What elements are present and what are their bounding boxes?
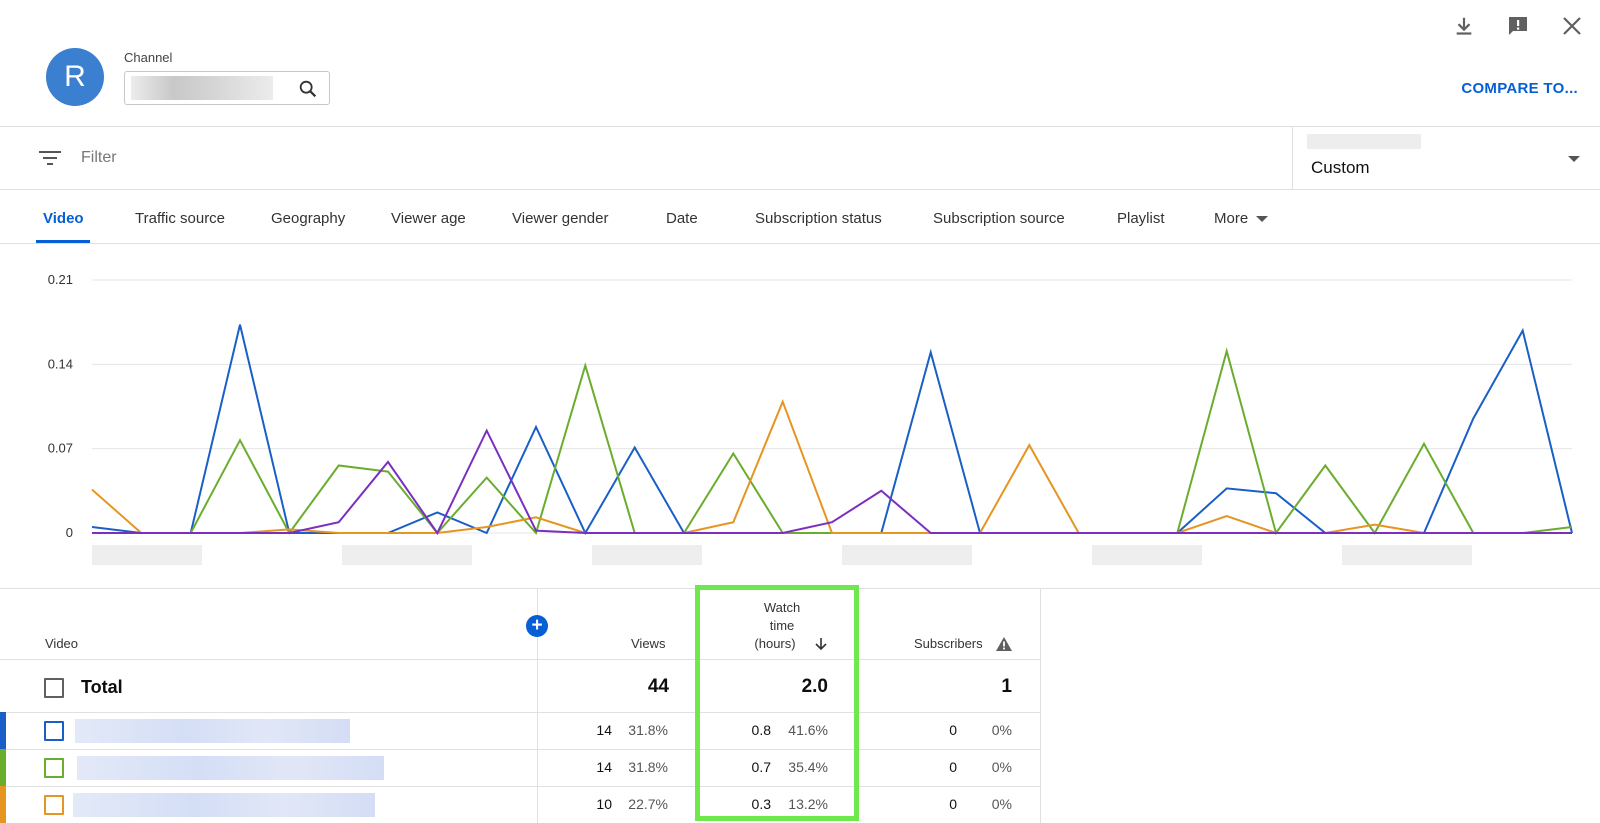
- series-color-bar: [0, 712, 6, 749]
- video-title-redacted[interactable]: [73, 793, 375, 817]
- channel-name-redacted: [131, 76, 273, 100]
- filter-bar: Filter Custom: [0, 126, 1600, 190]
- subscribers-percent: 0%: [991, 759, 1012, 775]
- watch-time-header-line: (hours): [754, 636, 796, 651]
- chart-grid: [92, 279, 1572, 534]
- tab-more-label: More: [1214, 210, 1249, 227]
- warning-icon[interactable]: [995, 636, 1013, 652]
- chevron-down-icon: [1256, 216, 1269, 223]
- date-range-select[interactable]: Custom: [1292, 127, 1600, 189]
- watch-time-header-line: time: [769, 618, 795, 633]
- row-checkbox[interactable]: [44, 721, 64, 741]
- watch-time-percent: 35.4%: [788, 759, 828, 775]
- views-value: 14: [596, 722, 612, 738]
- watch-time-percent: 41.6%: [788, 722, 828, 738]
- views-value: 14: [596, 759, 612, 775]
- feedback-icon[interactable]: [1504, 12, 1532, 40]
- column-header-views[interactable]: Views: [631, 636, 666, 651]
- column-header-watch-time[interactable]: Watch time (hours): [738, 599, 826, 653]
- tab-subscription-source[interactable]: Subscription source: [933, 210, 1065, 227]
- tab-viewer-gender[interactable]: Viewer gender: [512, 210, 609, 227]
- chart-x-axis: [92, 545, 1472, 565]
- tab-more[interactable]: More: [1214, 210, 1269, 227]
- series-line-2: [91, 398, 1572, 534]
- data-table: Video + Views Watch time (hours) Subscri…: [0, 588, 1600, 823]
- search-icon[interactable]: [297, 78, 319, 100]
- y-tick-label: 0.21: [48, 272, 73, 287]
- filter-input[interactable]: Filter: [81, 149, 117, 166]
- series-line-3: [92, 428, 1572, 535]
- row-divider: [0, 659, 1040, 660]
- compare-to-button[interactable]: COMPARE TO...: [1461, 80, 1578, 97]
- add-metric-button[interactable]: +: [526, 615, 548, 637]
- tab-traffic-source[interactable]: Traffic source: [135, 210, 226, 227]
- subscribers-percent: 0%: [991, 796, 1012, 812]
- line-chart: 0.21 0.14 0.07 0: [48, 272, 1573, 565]
- row-checkbox[interactable]: [44, 795, 64, 815]
- column-divider: [537, 589, 538, 823]
- row-divider: [0, 786, 1040, 787]
- views-percent: 31.8%: [628, 722, 668, 738]
- date-range-value: Custom: [1311, 158, 1370, 177]
- subscribers-percent: 0%: [991, 722, 1012, 738]
- chart-series: [91, 324, 1573, 536]
- x-tick-label-redacted: [1092, 545, 1202, 565]
- tab-subscription-status[interactable]: Subscription status: [755, 210, 882, 227]
- x-tick-label-redacted: [92, 545, 202, 565]
- x-tick-label-redacted: [842, 545, 972, 565]
- series-line-1: [92, 347, 1573, 536]
- y-tick-label: 0: [66, 525, 73, 540]
- video-title-redacted[interactable]: [75, 719, 350, 743]
- subscribers-value: 0: [949, 796, 957, 812]
- channel-search-input[interactable]: [124, 71, 330, 105]
- subscribers-value: 0: [949, 759, 957, 775]
- tab-video[interactable]: Video: [43, 210, 84, 227]
- series-line-0: [91, 324, 1573, 536]
- total-watch-time: 2.0: [801, 676, 828, 697]
- views-value: 10: [596, 796, 612, 812]
- close-icon[interactable]: [1558, 12, 1586, 40]
- filter-icon[interactable]: [38, 147, 62, 169]
- column-header-video[interactable]: Video: [45, 636, 79, 651]
- date-range-redacted: [1307, 134, 1421, 149]
- x-tick-label-redacted: [1342, 545, 1472, 565]
- x-tick-label-redacted: [592, 545, 702, 565]
- tab-playlist[interactable]: Playlist: [1117, 210, 1165, 227]
- channel-avatar: R: [46, 48, 104, 106]
- column-divider: [1040, 589, 1041, 823]
- watch-time-value: 0.7: [751, 759, 771, 775]
- total-subscribers: 1: [1001, 676, 1012, 697]
- tab-viewer-age[interactable]: Viewer age: [391, 210, 466, 227]
- chevron-down-icon: [1568, 156, 1580, 162]
- watch-time-value: 0.8: [751, 722, 771, 738]
- series-color-bar: [0, 786, 6, 823]
- total-views: 44: [647, 676, 669, 697]
- sort-descending-icon[interactable]: [814, 637, 828, 651]
- chart-y-axis: 0.21 0.14 0.07 0: [48, 272, 73, 540]
- top-toolbar: [1450, 12, 1586, 40]
- series-color-bar: [0, 749, 6, 786]
- channel-label: Channel: [124, 50, 173, 65]
- y-tick-label: 0.07: [48, 441, 73, 456]
- y-tick-label: 0.14: [48, 356, 73, 371]
- row-checkbox[interactable]: [44, 758, 64, 778]
- row-divider: [0, 749, 1040, 750]
- tab-date[interactable]: Date: [666, 210, 698, 227]
- dimension-tabs: Video Traffic source Geography Viewer ag…: [0, 190, 1600, 244]
- views-percent: 31.8%: [628, 759, 668, 775]
- video-title-redacted[interactable]: [77, 756, 384, 780]
- download-icon[interactable]: [1450, 12, 1478, 40]
- watch-time-header-line: Watch: [763, 600, 801, 615]
- watch-time-percent: 13.2%: [788, 796, 828, 812]
- total-label: Total: [81, 677, 123, 697]
- tab-geography[interactable]: Geography: [271, 210, 346, 227]
- total-checkbox[interactable]: [44, 678, 64, 698]
- watch-time-value: 0.3: [751, 796, 771, 812]
- active-tab-indicator: [36, 240, 90, 243]
- x-tick-label-redacted: [342, 545, 472, 565]
- row-divider: [0, 712, 1040, 713]
- views-percent: 22.7%: [628, 796, 668, 812]
- subscribers-value: 0: [949, 722, 957, 738]
- column-header-subscribers[interactable]: Subscribers: [914, 636, 983, 651]
